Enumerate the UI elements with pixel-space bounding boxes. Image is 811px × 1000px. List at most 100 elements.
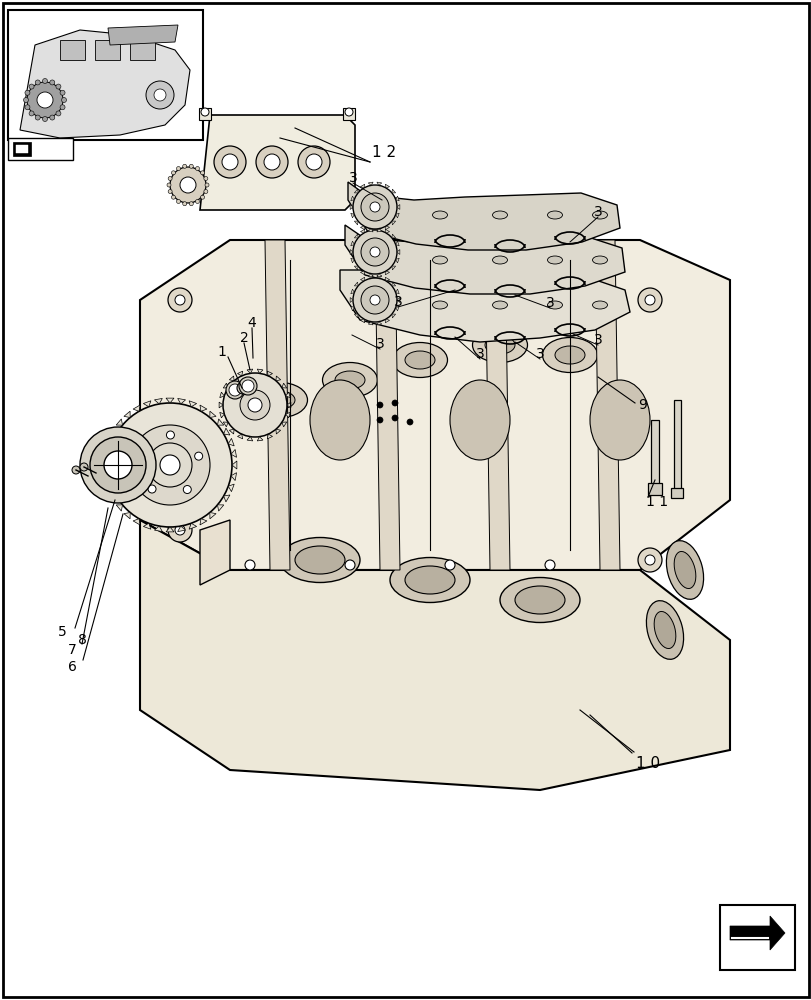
Ellipse shape	[547, 211, 562, 219]
Circle shape	[176, 167, 180, 171]
Circle shape	[137, 451, 145, 459]
Ellipse shape	[547, 301, 562, 309]
Polygon shape	[200, 519, 207, 525]
Circle shape	[154, 89, 165, 101]
Polygon shape	[484, 240, 509, 570]
Circle shape	[392, 400, 397, 406]
Ellipse shape	[673, 551, 695, 589]
Circle shape	[160, 455, 180, 475]
Circle shape	[204, 183, 208, 187]
Circle shape	[544, 560, 554, 570]
Ellipse shape	[554, 346, 584, 364]
Circle shape	[108, 403, 232, 527]
Polygon shape	[375, 240, 400, 570]
Ellipse shape	[294, 546, 345, 574]
Text: 3: 3	[545, 296, 554, 310]
Polygon shape	[376, 274, 381, 277]
Circle shape	[225, 381, 243, 399]
Polygon shape	[267, 434, 272, 439]
Circle shape	[182, 164, 187, 168]
Polygon shape	[189, 523, 196, 529]
Text: 1 1: 1 1	[646, 495, 667, 509]
Polygon shape	[165, 398, 174, 403]
Polygon shape	[395, 213, 399, 218]
Polygon shape	[397, 205, 399, 209]
Ellipse shape	[252, 382, 307, 418]
Polygon shape	[376, 227, 381, 230]
Polygon shape	[116, 505, 122, 511]
Circle shape	[240, 385, 246, 391]
Circle shape	[171, 195, 175, 199]
Polygon shape	[178, 398, 186, 404]
Ellipse shape	[646, 601, 683, 659]
Circle shape	[264, 154, 280, 170]
Polygon shape	[229, 429, 234, 434]
Polygon shape	[144, 401, 151, 407]
Polygon shape	[108, 25, 178, 45]
Polygon shape	[350, 306, 354, 311]
Circle shape	[148, 485, 156, 493]
Text: 3: 3	[593, 333, 602, 347]
Ellipse shape	[432, 301, 447, 309]
Circle shape	[29, 111, 34, 116]
Ellipse shape	[654, 611, 675, 649]
Ellipse shape	[335, 371, 365, 389]
Polygon shape	[228, 438, 234, 446]
Polygon shape	[200, 405, 207, 411]
Polygon shape	[139, 520, 729, 790]
Bar	[342, 108, 354, 120]
Circle shape	[370, 295, 380, 305]
Polygon shape	[345, 225, 624, 294]
Circle shape	[189, 164, 193, 168]
Circle shape	[37, 92, 53, 108]
Polygon shape	[154, 398, 162, 404]
Circle shape	[42, 117, 47, 122]
Polygon shape	[281, 383, 286, 388]
Polygon shape	[354, 221, 358, 225]
Polygon shape	[276, 376, 281, 381]
Polygon shape	[350, 250, 353, 254]
Polygon shape	[220, 412, 224, 418]
Polygon shape	[376, 229, 381, 232]
Polygon shape	[124, 411, 130, 418]
Circle shape	[214, 146, 246, 178]
Bar	[650, 420, 659, 490]
Polygon shape	[354, 266, 358, 270]
Circle shape	[200, 195, 204, 199]
Circle shape	[245, 560, 255, 570]
Circle shape	[644, 560, 654, 570]
Polygon shape	[729, 916, 784, 950]
Circle shape	[237, 382, 249, 394]
Bar	[60, 40, 85, 60]
Circle shape	[370, 202, 380, 212]
Circle shape	[80, 427, 156, 503]
Bar	[8, 10, 203, 140]
Circle shape	[376, 417, 383, 423]
Circle shape	[644, 295, 654, 305]
Circle shape	[180, 177, 195, 193]
Circle shape	[353, 185, 397, 229]
Circle shape	[201, 108, 208, 116]
Circle shape	[175, 525, 185, 535]
Circle shape	[195, 452, 203, 460]
Circle shape	[25, 90, 30, 95]
Polygon shape	[247, 437, 252, 441]
Polygon shape	[144, 523, 151, 529]
Polygon shape	[392, 221, 395, 225]
Circle shape	[146, 81, 174, 109]
Polygon shape	[20, 30, 190, 138]
Polygon shape	[133, 405, 139, 411]
Polygon shape	[360, 271, 364, 275]
Ellipse shape	[547, 256, 562, 264]
Polygon shape	[231, 449, 236, 457]
Circle shape	[223, 373, 286, 437]
Ellipse shape	[484, 336, 514, 354]
Polygon shape	[209, 411, 216, 418]
Ellipse shape	[472, 328, 527, 362]
Circle shape	[345, 560, 354, 570]
Circle shape	[240, 390, 270, 420]
Polygon shape	[110, 495, 116, 502]
Circle shape	[353, 278, 397, 322]
Circle shape	[29, 84, 34, 89]
Polygon shape	[395, 241, 399, 246]
